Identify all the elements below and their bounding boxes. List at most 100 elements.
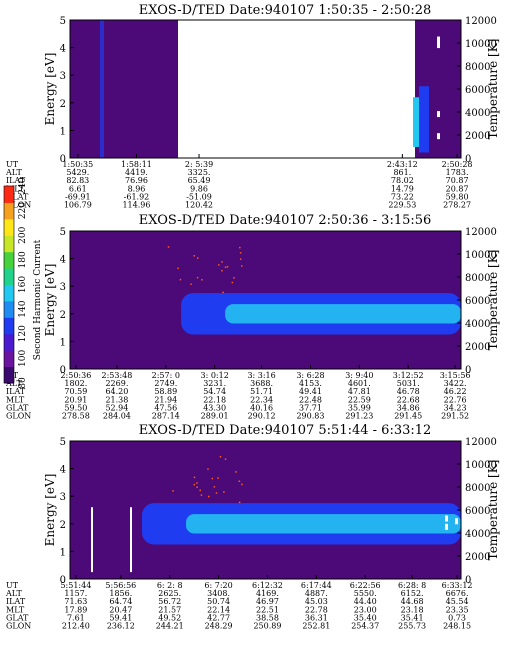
orbit-row-label: GLON [6,412,31,421]
panel-1-energy-axis-label: Energy [eV] [43,53,57,126]
orbit-value: 73.22 [391,192,414,201]
orbit-value: 1:50:35 [62,160,93,169]
temperature-tick-label: 6000 [465,296,490,307]
emission-patch [419,86,429,153]
temperature-tick-label: 0 [465,575,471,586]
panel-2-energy-ticks: 0 1 2 3 4 5 [60,227,74,376]
panel-3-energy-ticks: 0 1 2 3 4 5 [60,437,74,586]
panel-1-temperature-ticks: 0 2000 4000 6000 8000 10000 12000 [457,16,497,165]
orbit-value: 2749. [154,379,177,388]
noise-dot [201,279,203,281]
orbit-row-label: ILAT [6,387,26,396]
noise-dot [215,492,218,494]
colorbar-tick-label: 200 [18,226,28,243]
orbit-value: 5429. [66,168,89,177]
orbit-value: 54.74 [203,387,226,396]
panel-1-spectrogram [70,20,461,158]
orbit-value: 45.03 [305,597,328,606]
colorbar-frame [3,185,15,384]
temperature-tick-label: 2000 [465,552,490,563]
orbit-value: 5:56:56 [105,581,136,590]
orbit-value: 22.59 [348,395,371,404]
orbit-value: 248.15 [443,622,471,631]
panel-3-temperature-ticks: 0 2000 4000 6000 8000 10000 12000 [457,437,497,586]
orbit-value: 46.97 [256,597,279,606]
noise-dot [241,483,243,486]
noise-dot [221,269,223,272]
noise-dot [231,281,234,284]
energy-tick-label: 2 [60,520,66,531]
energy-tick-label: 4 [60,465,66,476]
noise-dot [226,266,229,268]
noise-dot [239,252,242,254]
orbit-value: 278.27 [443,201,471,210]
noise-dot [193,255,196,257]
temperature-tick-label: 12000 [465,227,497,238]
orbit-value: 291.52 [441,412,469,421]
noise-dot [196,276,199,279]
orbit-value: 5:51:44 [60,581,91,590]
orbit-value: 49.41 [299,387,322,396]
orbit-value: 212.40 [62,622,90,631]
orbit-value: 70.59 [64,387,87,396]
orbit-value: 250.89 [253,622,281,631]
colorbar-tick-label: 100 [18,350,28,367]
temperature-tick-label: 10000 [465,460,497,471]
orbit-value: 4169. [256,589,279,598]
panel-2-energy-axis-label: Energy [eV] [43,264,57,337]
temperature-tick-label: 10000 [465,250,497,261]
orbit-value: 64.20 [105,387,128,396]
orbit-row-label: GLAT [6,192,29,201]
panel-2: EXOS-D/TED Date:940107 2:50:36 - 3:15:56… [5,213,500,421]
energy-tick-label: 1 [60,126,66,137]
orbit-value: 23.00 [354,605,377,614]
orbit-row-label: ALT [5,379,22,388]
colorbar: 80 100 120 140 160 180 200 220 240 Second Harmon… [3,177,43,389]
noise-dot [218,264,220,266]
orbit-value: 252.81 [302,622,330,631]
panel-1: EXOS-D/TED Date:940107 1:50:35 - 2:50:28… [5,3,500,210]
orbit-value: 52.94 [105,403,128,412]
panel-2-title: EXOS-D/TED Date:940107 2:50:36 - 3:15:56 [139,213,432,228]
orbit-value: 3:15:56 [440,371,471,380]
orbit-row-label: MLT [6,605,25,614]
orbit-value: -69.91 [65,192,91,201]
energy-tick-label: 5 [60,227,66,238]
orbit-value: 2:50:36 [60,371,91,380]
noise-dot [172,490,174,492]
orbit-value: 254.37 [351,622,379,631]
energy-tick-label: 3 [60,282,66,293]
orbit-value: 248.29 [205,622,233,631]
orbit-value: 21.38 [105,395,128,404]
orbit-row-label: GLON [6,201,31,210]
orbit-value: -51.09 [186,192,212,201]
noise-dot [239,258,242,260]
orbit-value: 23.18 [401,605,424,614]
orbit-value: 22.48 [299,395,322,404]
orbit-value: 2:57: 0 [152,371,180,380]
orbit-value: 3688. [250,379,273,388]
vertical-streak [100,20,104,158]
noise-dot [196,486,198,488]
orbit-value: 20.87 [446,184,469,193]
noise-dot [197,257,199,259]
orbit-value: 38.58 [256,613,279,622]
orbit-value: 20.91 [64,395,87,404]
orbit-value: 40.16 [250,403,273,412]
orbit-value: 59.80 [446,192,469,201]
temperature-tick-label: 6000 [465,506,490,517]
panel-2-temperature-axis-label: Temperature [K] [486,250,500,351]
colorbar-cell [4,268,14,285]
energy-tick-label: 2 [60,99,66,110]
colorbar-tick-label: 240 [18,177,28,194]
orbit-value: 22.14 [207,605,230,614]
panel-2-spectrogram [70,231,461,369]
energy-tick-label: 2 [60,310,66,321]
noise-dot [239,246,241,249]
noise-dot [223,491,225,493]
orbit-value: 59.41 [109,613,132,622]
orbit-value: 1783. [446,168,469,177]
colorbar-cell [4,251,14,269]
energy-tick-label: 5 [60,437,66,448]
